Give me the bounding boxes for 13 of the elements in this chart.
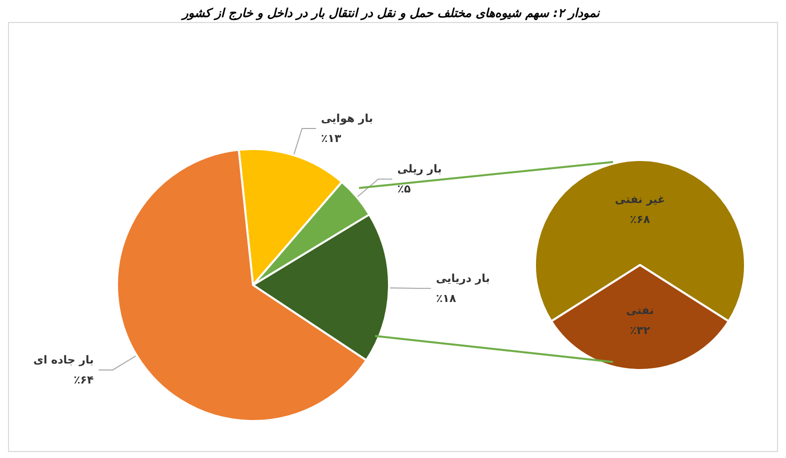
slice-label: بار هوایی [321, 112, 374, 126]
chart-title: نمودار ۲: سهم شیوه‌های مختلف حمل و نقل در انتقال بار در داخل و خارج از کشور [180, 6, 600, 21]
data-label: ٪۶۴ [74, 373, 94, 386]
data-label: ٪۱۸ [436, 292, 456, 305]
slice-label: بار دریایی [436, 272, 490, 285]
slice-label: غیر نفتی [614, 193, 666, 206]
data-label: ٪۳۲ [630, 324, 650, 337]
slice-label: نفتی [626, 304, 654, 317]
data-label: ٪۱۳ [321, 132, 342, 146]
data-label: ٪۶۸ [630, 213, 650, 226]
data-label: ٪۵ [397, 182, 411, 196]
slice-label: بار ریلی [397, 162, 442, 176]
slice-label: بار جاده ای [33, 353, 94, 366]
